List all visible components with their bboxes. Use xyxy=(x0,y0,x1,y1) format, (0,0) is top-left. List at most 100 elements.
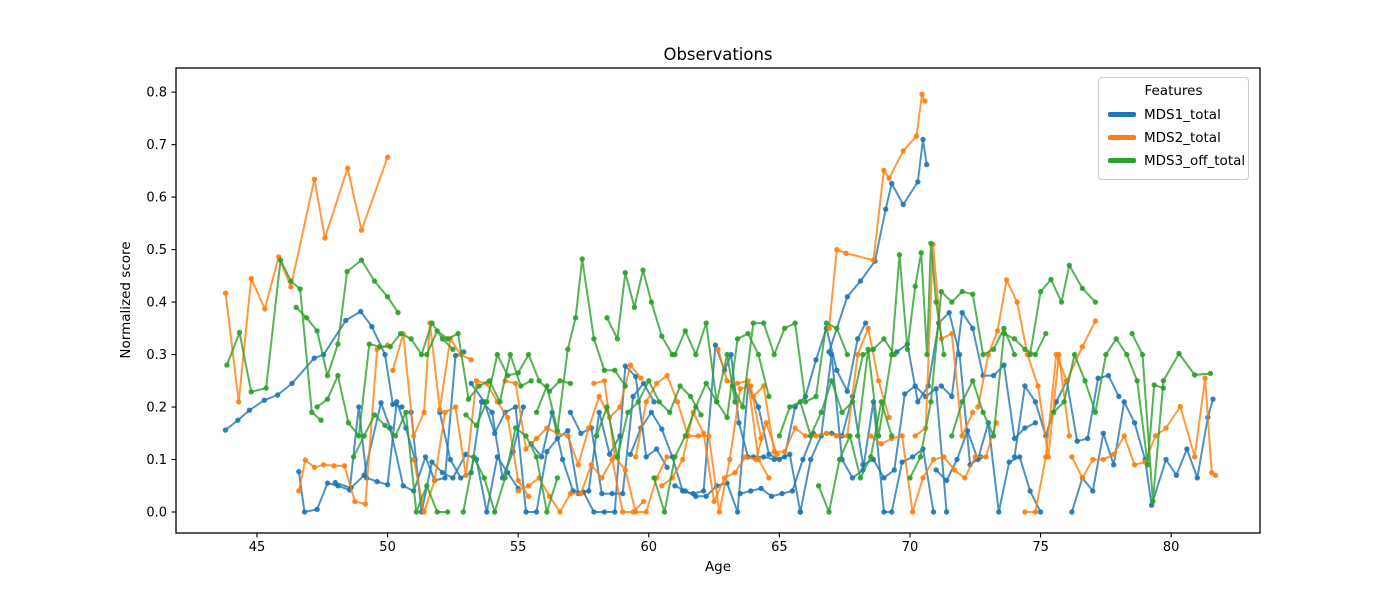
data-point-MDS1_total xyxy=(808,456,814,463)
x-axis-label: Age xyxy=(704,559,732,575)
data-point-MDS1_total xyxy=(374,478,380,485)
data-point-MDS3_off_total xyxy=(395,309,401,316)
data-point-MDS1_total xyxy=(539,454,545,460)
data-point-MDS3_off_total xyxy=(1139,351,1146,358)
data-point-MDS1_total xyxy=(849,475,856,481)
data-point-MDS3_off_total xyxy=(1176,350,1182,357)
data-point-MDS3_off_total xyxy=(682,433,688,439)
data-point-MDS3_off_total xyxy=(648,299,655,305)
data-point-MDS2_total xyxy=(909,509,916,515)
data-point-MDS2_total xyxy=(567,490,574,497)
data-point-MDS1_total xyxy=(620,490,626,497)
data-point-MDS1_total xyxy=(565,428,571,434)
data-point-MDS1_total xyxy=(954,456,960,463)
data-point-MDS2_total xyxy=(737,386,743,392)
data-point-MDS1_total xyxy=(296,468,302,475)
chart-title: Observations xyxy=(663,45,773,64)
data-point-MDS3_off_total xyxy=(324,396,331,402)
data-point-MDS3_off_total xyxy=(445,509,451,515)
data-point-MDS1_total xyxy=(343,317,349,324)
data-point-MDS2_total xyxy=(875,378,882,384)
axes-frame xyxy=(175,67,1261,534)
data-point-MDS1_total xyxy=(883,206,889,212)
data-point-MDS3_off_total xyxy=(371,412,378,418)
data-point-MDS2_total xyxy=(716,509,722,515)
data-point-MDS3_off_total xyxy=(350,454,357,460)
data-point-MDS2_total xyxy=(505,414,511,421)
data-point-MDS3_off_total xyxy=(494,351,500,358)
data-point-MDS3_off_total xyxy=(344,268,350,275)
data-point-MDS1_total xyxy=(990,372,997,379)
data-point-MDS2_total xyxy=(659,483,665,489)
data-point-MDS2_total xyxy=(437,407,443,413)
data-point-MDS1_total xyxy=(1032,420,1039,426)
data-point-MDS1_total xyxy=(813,357,819,363)
data-point-MDS2_total xyxy=(515,477,521,484)
data-point-MDS3_off_total xyxy=(1043,330,1049,337)
data-point-MDS3_off_total xyxy=(224,362,230,368)
data-point-MDS3_off_total xyxy=(682,328,688,334)
data-point-MDS3_off_total xyxy=(677,383,683,389)
data-point-MDS3_off_total xyxy=(593,433,600,439)
data-point-MDS2_total xyxy=(1202,375,1208,381)
data-point-MDS1_total xyxy=(900,201,906,208)
data-point-MDS1_total xyxy=(1006,459,1012,465)
data-point-MDS2_total xyxy=(724,378,730,384)
data-point-MDS3_off_total xyxy=(959,399,965,405)
data-point-MDS1_total xyxy=(1037,509,1044,515)
data-point-MDS3_off_total xyxy=(622,270,628,276)
data-point-MDS2_total xyxy=(1152,433,1159,439)
data-point-MDS3_off_total xyxy=(761,320,767,326)
data-point-MDS3_off_total xyxy=(434,328,440,334)
data-point-MDS3_off_total xyxy=(288,278,294,284)
data-point-MDS1_total xyxy=(949,393,955,400)
data-point-MDS2_total xyxy=(1192,454,1198,460)
data-point-MDS2_total xyxy=(843,250,849,256)
data-point-MDS2_total xyxy=(949,330,955,337)
data-point-MDS3_off_total xyxy=(397,330,404,337)
data-point-MDS3_off_total xyxy=(318,417,324,423)
data-point-MDS3_off_total xyxy=(557,378,563,384)
data-point-MDS1_total xyxy=(1069,509,1075,515)
y-tick-label: 0.8 xyxy=(146,86,167,101)
data-point-MDS2_total xyxy=(431,477,438,484)
data-point-MDS2_total xyxy=(886,175,892,181)
data-point-MDS2_total xyxy=(627,362,634,368)
data-point-MDS3_off_total xyxy=(860,351,866,358)
data-point-MDS2_total xyxy=(734,380,741,387)
data-point-MDS1_total xyxy=(489,409,495,415)
data-point-MDS1_total xyxy=(1095,375,1101,381)
data-point-MDS3_off_total xyxy=(497,399,503,405)
data-point-MDS3_off_total xyxy=(1134,378,1140,384)
data-point-MDS3_off_total xyxy=(544,383,550,389)
y-tick-label: 0.0 xyxy=(146,506,167,521)
data-point-MDS3_off_total xyxy=(724,414,730,421)
data-point-MDS2_total xyxy=(525,493,532,499)
data-point-MDS3_off_total xyxy=(734,336,741,342)
data-point-MDS3_off_total xyxy=(836,456,843,463)
data-point-MDS3_off_total xyxy=(1092,299,1099,305)
data-point-MDS3_off_total xyxy=(533,409,540,415)
data-point-MDS3_off_total xyxy=(361,433,367,439)
data-point-MDS1_total xyxy=(382,351,388,358)
data-point-MDS1_total xyxy=(612,509,618,515)
data-point-MDS3_off_total xyxy=(917,454,924,460)
data-point-MDS3_off_total xyxy=(631,304,638,310)
data-point-MDS1_total xyxy=(943,477,950,484)
data-point-MDS1_total xyxy=(1027,488,1033,494)
data-point-MDS3_off_total xyxy=(463,412,469,418)
data-point-MDS1_total xyxy=(1210,396,1216,402)
data-point-MDS1_total xyxy=(653,446,660,452)
data-point-MDS2_total xyxy=(311,176,318,182)
data-point-MDS3_off_total xyxy=(377,344,383,350)
data-point-MDS2_total xyxy=(742,454,749,460)
data-point-MDS1_total xyxy=(755,404,762,410)
data-point-MDS3_off_total xyxy=(356,433,362,439)
data-point-MDS3_off_total xyxy=(1160,378,1167,384)
data-point-MDS3_off_total xyxy=(698,412,704,418)
data-point-MDS2_total xyxy=(1131,462,1138,468)
data-point-MDS1_total xyxy=(787,451,793,457)
series-line-MDS2_total xyxy=(412,379,530,513)
data-point-MDS3_off_total xyxy=(635,399,641,405)
data-point-MDS3_off_total xyxy=(424,351,430,358)
